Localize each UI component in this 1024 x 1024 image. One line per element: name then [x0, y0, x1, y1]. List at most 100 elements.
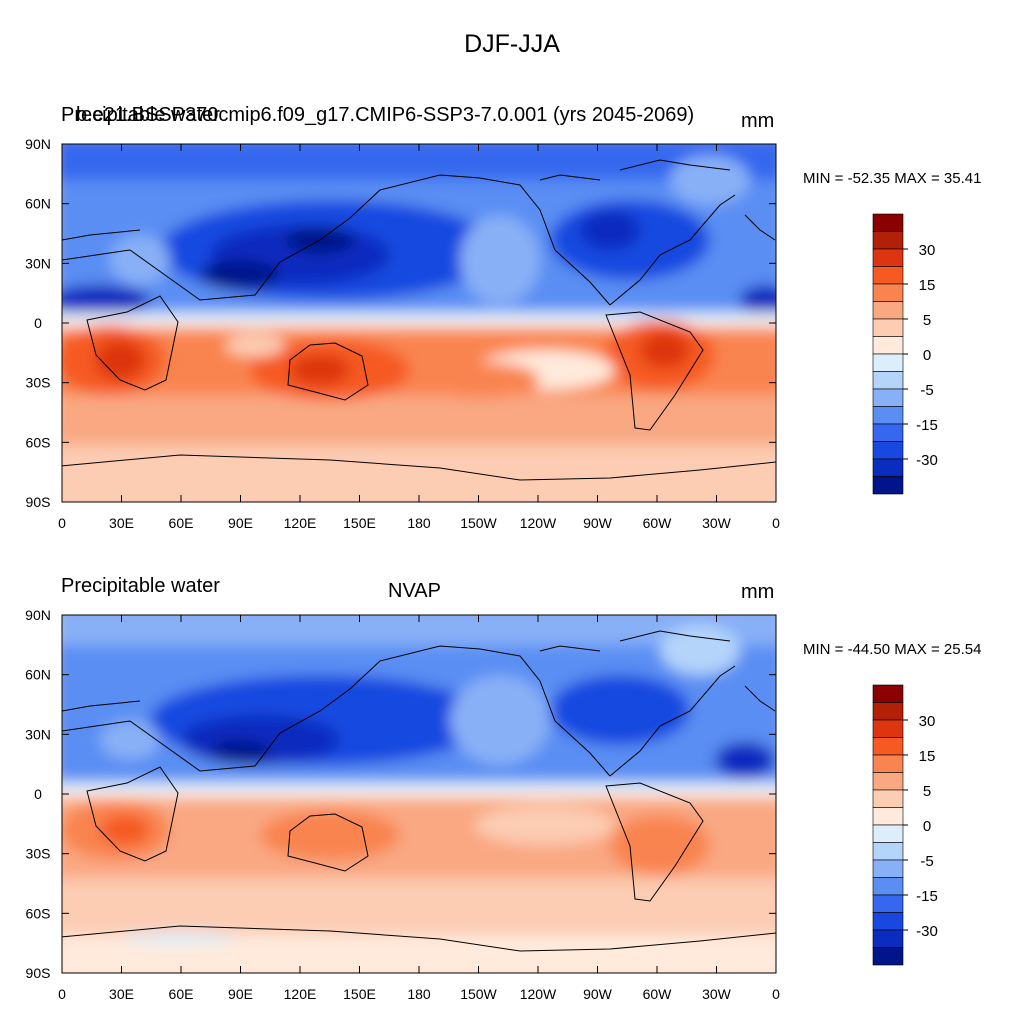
- panel2-colorbar-box: [872, 859, 904, 878]
- panel1-colorbar-box: [872, 231, 904, 250]
- panel2-left-label: Precipitable water: [61, 575, 220, 597]
- panel1-x-tick-label: 30W: [702, 515, 732, 531]
- panel2-x-tick-label: 120W: [520, 986, 557, 1002]
- panel1-colorbar-box: [872, 476, 904, 495]
- panel2-y-tick-label: 90S: [26, 965, 51, 981]
- panel2-colorbar-label: 15: [919, 748, 936, 765]
- panel2-colorbar-box: [872, 912, 904, 931]
- panel1-colorbar-label: -15: [916, 417, 938, 434]
- panel2-colorbar-box: [872, 877, 904, 896]
- panel1-y-tick-label: 0: [34, 315, 42, 331]
- panel1-x-tick-label: 150E: [343, 515, 376, 531]
- panel1-colorbar-label: -5: [920, 382, 933, 399]
- panel2-coastlines: [62, 630, 776, 952]
- panel1-x-tick-label: 180: [407, 515, 431, 531]
- panel1-colorbar-box: [872, 353, 904, 372]
- panel2-colorbar-box: [872, 789, 904, 808]
- panel2-colorbar-box: [872, 702, 904, 721]
- panel1-colorbar-box: [872, 388, 904, 407]
- panel1-x-tick-label: 30E: [109, 515, 134, 531]
- panel2-axes: 0 30E 60E 90E 120E 150E 180 150W 120W 90W 60W 30W 09…: [25, 607, 780, 1002]
- panel2-colorbar-label: 30: [919, 713, 936, 730]
- panel2-colorbar-box: [872, 929, 904, 948]
- panel2-x-tick-label: 90E: [228, 986, 253, 1002]
- panel2-colorbar-box: [872, 824, 904, 843]
- panel1-x-tick-label: 60E: [169, 515, 194, 531]
- panel1-colorbar-box: [872, 458, 904, 477]
- panel2-colorbar-box: [872, 894, 904, 913]
- panel1-map: 0 30E 60E 90E 120E 150E 180 150W 120W 90W 60W 30W 09…: [25, 136, 780, 531]
- panel1-colorbar-label: -30: [916, 452, 938, 469]
- panel2-minmax: MIN = -44.50 MAX = 25.54: [803, 641, 982, 658]
- panel1-x-tick-label: 150W: [460, 515, 497, 531]
- panel1-colorbar-box: [872, 441, 904, 460]
- panel1-field: [62, 144, 776, 502]
- panel1-units-label: mm: [741, 110, 775, 132]
- panel2-y-tick-label: 60N: [25, 667, 51, 683]
- panel1-colorbar-label: 5: [923, 312, 931, 329]
- panel1-colorbar-box: [872, 371, 904, 390]
- panel2-x-tick-label: 30W: [702, 986, 732, 1002]
- panel2-center-label: NVAP: [388, 580, 441, 602]
- panel1-colorbar-label: 15: [919, 277, 936, 294]
- panel1-axes: 0 30E 60E 90E 120E 150E 180 150W 120W 90W 60W 30W 09…: [25, 136, 780, 531]
- panel1-colorbar-label: 0: [923, 347, 931, 364]
- panel2-colorbar-box: [872, 737, 904, 756]
- panel2-x-tick-label: 180: [407, 986, 431, 1002]
- panel1-colorbar-box: [872, 406, 904, 425]
- panel1-colorbar-box: [872, 318, 904, 337]
- panel1-x-tick-label: 60W: [643, 515, 673, 531]
- panel1-y-tick-label: 30N: [25, 255, 51, 271]
- panel2-colorbar-box: [872, 719, 904, 738]
- panel1-minmax: MIN = -52.35 MAX = 35.41: [803, 170, 982, 187]
- panel2-colorbar-box: [872, 684, 904, 703]
- panel2-y-tick-label: 60S: [26, 905, 51, 921]
- panel1-x-tick-label: 90E: [228, 515, 253, 531]
- panel2-y-tick-label: 30N: [25, 726, 51, 742]
- panel1-colorbar-box: [872, 266, 904, 285]
- panel2-x-tick-label: 90W: [583, 986, 613, 1002]
- panel1-x-tick-label: 90W: [583, 515, 613, 531]
- panel1-colorbar-box: [872, 248, 904, 267]
- panel2-x-tick-label: 150W: [460, 986, 497, 1002]
- panel1-center-label: b.e21.BSSP370cmip6.f09_g17.CMIP6-SSP3-7.…: [76, 104, 695, 126]
- panel1-x-tick-label: 0: [58, 515, 66, 531]
- panel1-colorbar-label: 30: [919, 242, 936, 259]
- panel2-x-tick-label: 150E: [343, 986, 376, 1002]
- panel1-colorbar: 30 15 5 0 -5 -15 -30: [872, 213, 938, 495]
- panel2-y-tick-label: 0: [34, 786, 42, 802]
- panel2-colorbar-label: -30: [916, 923, 938, 940]
- panel1-colorbar-box: [872, 336, 904, 355]
- panel2-y-tick-label: 30S: [26, 846, 51, 862]
- panel2-colorbar: 30 15 5 0 -5 -15 -30: [872, 684, 938, 966]
- panel2-colorbar-box: [872, 772, 904, 791]
- panel2-x-tick-label: 0: [58, 986, 66, 1002]
- panel1-y-tick-label: 60S: [26, 434, 51, 450]
- panel1-y-tick-label: 90S: [26, 494, 51, 510]
- panel1-left-label: Precipitable water: [61, 104, 220, 126]
- panel2-x-tick-label: 60W: [643, 986, 673, 1002]
- panel1-colorbar-box: [872, 283, 904, 302]
- panel2-y-tick-label: 90N: [25, 607, 51, 623]
- panel2-field: [62, 615, 776, 973]
- panel2-colorbar-label: -15: [916, 888, 938, 905]
- panel2-colorbar-label: 0: [923, 818, 931, 835]
- panel2-x-tick-label: 30E: [109, 986, 134, 1002]
- panel1-colorbar-box: [872, 423, 904, 442]
- panel2-x-tick-label: 120E: [284, 986, 317, 1002]
- panel1-x-tick-label: 0: [772, 515, 780, 531]
- panel1-colorbar-box: [872, 213, 904, 232]
- panel2-units-label: mm: [741, 581, 775, 603]
- panel1-x-tick-label: 120E: [284, 515, 317, 531]
- panel2-colorbar-label: -5: [920, 853, 933, 870]
- panel2-map: 0 30E 60E 90E 120E 150E 180 150W 120W 90W 60W 30W 09…: [25, 607, 780, 1002]
- panel1-y-tick-label: 60N: [25, 196, 51, 212]
- panel2-colorbar-box: [872, 842, 904, 861]
- panel1-y-tick-label: 90N: [25, 136, 51, 152]
- panel2-colorbar-box: [872, 947, 904, 966]
- panel2-x-tick-label: 0: [772, 986, 780, 1002]
- panel2-colorbar-box: [872, 807, 904, 826]
- panel2-colorbar-label: 5: [923, 783, 931, 800]
- figure-title: DJF-JJA: [464, 30, 560, 58]
